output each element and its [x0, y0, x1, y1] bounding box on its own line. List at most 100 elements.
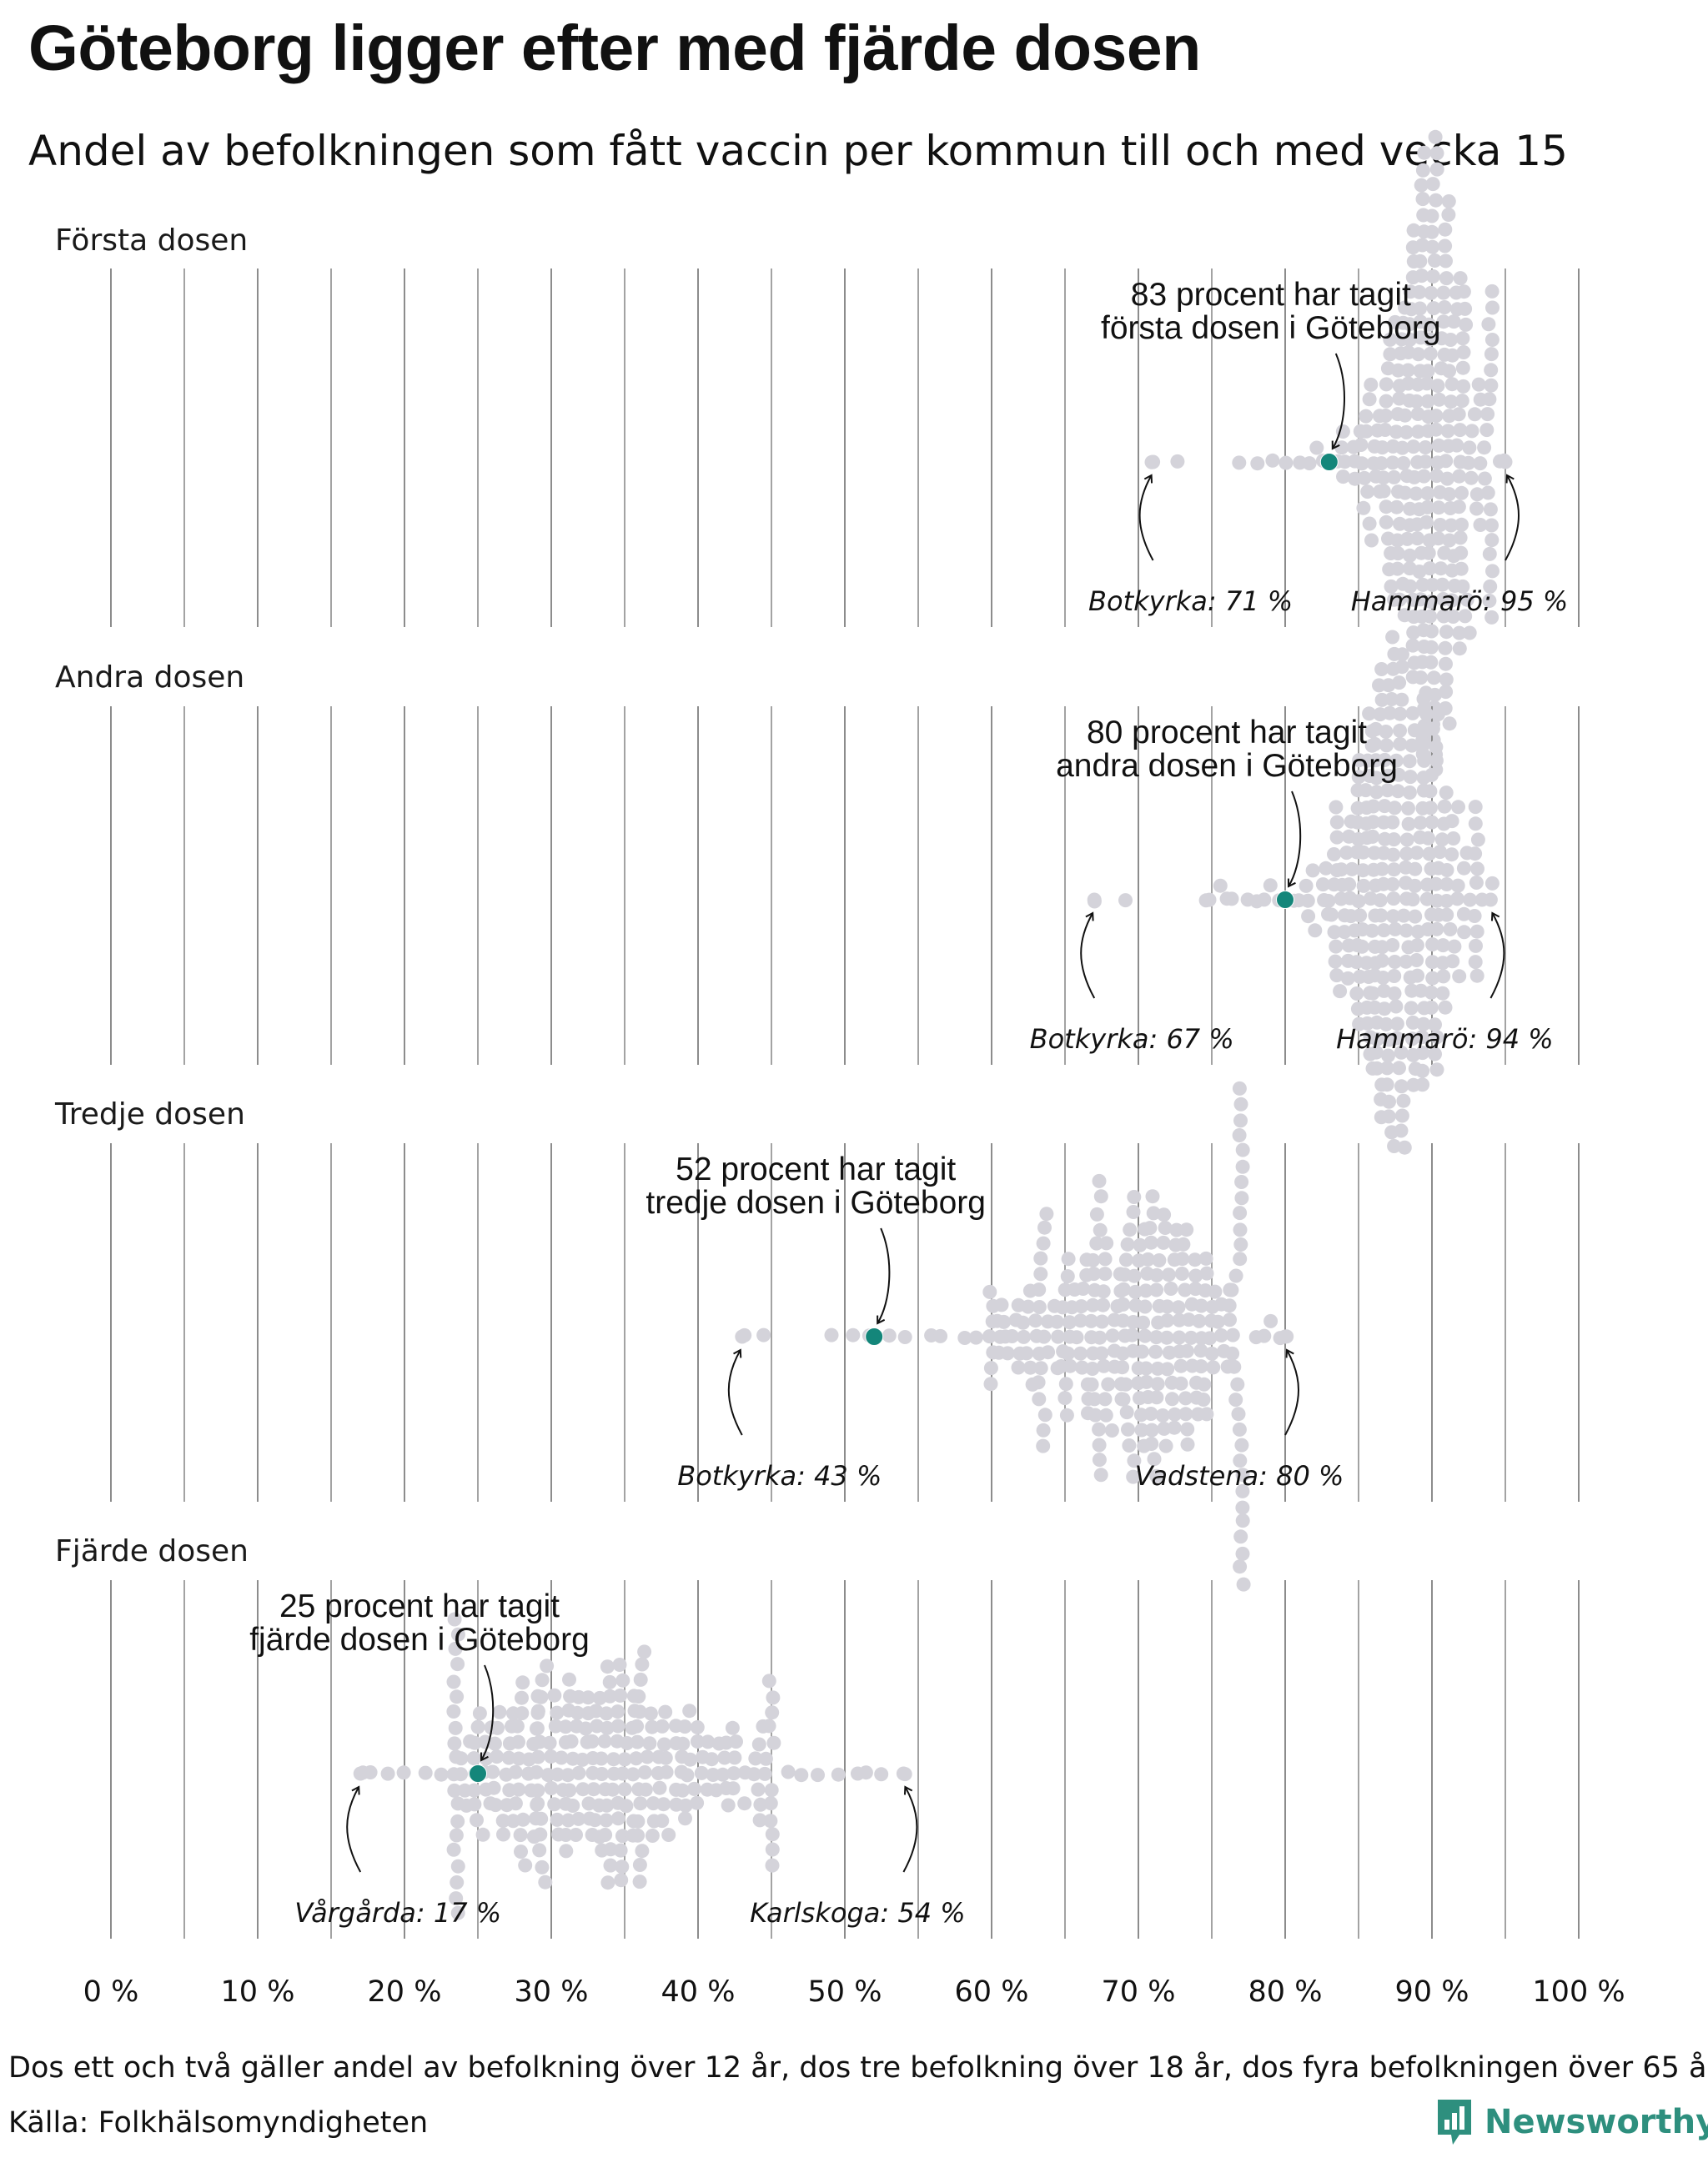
data-point	[716, 1767, 731, 1782]
data-point	[1430, 379, 1445, 394]
data-point	[1263, 1313, 1278, 1328]
data-point	[957, 1331, 972, 1345]
data-point	[1417, 145, 1432, 160]
data-point	[562, 1672, 576, 1687]
data-point	[1105, 1328, 1120, 1343]
data-point	[1461, 455, 1476, 470]
data-point	[1409, 953, 1424, 967]
newsworthy-logo-icon	[1438, 2100, 1471, 2145]
data-point	[1197, 1377, 1212, 1392]
data-point	[1344, 861, 1359, 876]
data-point	[1441, 194, 1456, 208]
data-point	[1429, 876, 1444, 891]
data-point	[1233, 1559, 1248, 1574]
data-point	[1092, 1173, 1107, 1188]
data-point	[486, 1780, 501, 1795]
data-point	[1321, 894, 1336, 908]
data-point	[1235, 1159, 1250, 1174]
data-point	[1438, 640, 1453, 655]
data-point	[1357, 470, 1372, 485]
data-point	[530, 1749, 545, 1764]
data-point	[1094, 1314, 1109, 1329]
data-point	[1402, 754, 1417, 769]
data-point	[602, 1689, 617, 1704]
data-point	[1374, 456, 1389, 471]
data-point	[1023, 1360, 1037, 1375]
data-point	[1334, 862, 1349, 877]
min-label: Botkyrka: 71 %	[1088, 585, 1293, 617]
data-point	[637, 1765, 652, 1779]
data-point	[1235, 1546, 1250, 1561]
data-point	[1410, 424, 1425, 439]
data-point	[570, 1705, 585, 1720]
data-point	[1456, 284, 1471, 299]
data-point	[645, 1829, 660, 1843]
data-point	[540, 1659, 555, 1674]
data-point	[1441, 208, 1456, 222]
data-point	[1194, 1298, 1208, 1313]
data-point	[1329, 968, 1344, 983]
data-point	[1222, 1298, 1237, 1313]
data-point	[1424, 1000, 1439, 1015]
data-point	[1423, 800, 1438, 816]
data-point	[1457, 925, 1472, 940]
data-point	[1379, 514, 1394, 529]
data-point	[1338, 454, 1352, 469]
data-point	[1421, 831, 1435, 846]
data-point	[1353, 908, 1368, 923]
data-point	[571, 1811, 586, 1826]
data-point	[1144, 1437, 1159, 1451]
min-point	[353, 1766, 368, 1781]
data-point	[1364, 377, 1379, 392]
data-point	[1188, 1252, 1203, 1267]
data-point	[606, 1752, 621, 1767]
data-point	[1349, 986, 1364, 1001]
data-point	[585, 1734, 600, 1749]
data-point	[1386, 909, 1400, 924]
data-point	[1086, 1252, 1100, 1267]
data-point	[1451, 800, 1465, 815]
highlight-annotation-line: 80 procent har tagit	[1087, 715, 1367, 750]
data-point	[1199, 1407, 1214, 1422]
data-point	[658, 1704, 673, 1719]
data-point	[1439, 877, 1454, 891]
panel-label: Första dosen	[55, 223, 248, 258]
data-point	[1339, 846, 1354, 861]
data-point	[1422, 561, 1437, 576]
data-point	[530, 1704, 545, 1719]
data-point	[1435, 986, 1450, 1001]
data-point	[1395, 440, 1409, 455]
data-point	[1032, 1300, 1047, 1314]
data-point	[646, 1796, 661, 1811]
data-point	[1167, 1420, 1182, 1435]
data-point	[656, 1797, 671, 1812]
data-point	[1469, 968, 1484, 983]
data-point	[1408, 861, 1423, 876]
data-point	[831, 1767, 846, 1782]
data-point	[1319, 861, 1334, 876]
data-point	[1459, 592, 1474, 607]
data-point	[447, 1783, 462, 1798]
data-point	[1386, 891, 1401, 906]
data-point	[535, 1859, 550, 1874]
data-point	[1156, 1235, 1171, 1250]
data-point	[550, 1812, 565, 1827]
data-point	[982, 1284, 997, 1299]
data-point	[1468, 816, 1483, 831]
data-point	[610, 1704, 625, 1719]
data-point	[1425, 721, 1440, 736]
data-point	[846, 1327, 861, 1342]
data-point	[1208, 1284, 1223, 1299]
data-point	[1379, 1016, 1394, 1031]
x-tick-label: 0 %	[83, 1975, 139, 2009]
data-point	[1425, 577, 1440, 592]
data-point	[1138, 1299, 1153, 1314]
data-point	[1171, 1300, 1186, 1315]
data-point	[446, 1842, 461, 1857]
max-label: Karlskoga: 54 %	[750, 1897, 965, 1929]
data-point	[1388, 921, 1403, 936]
data-point	[1386, 847, 1400, 862]
highlight-annotation-line: fjärde dosen i Göteborg	[249, 1622, 590, 1658]
data-point	[1453, 423, 1468, 438]
